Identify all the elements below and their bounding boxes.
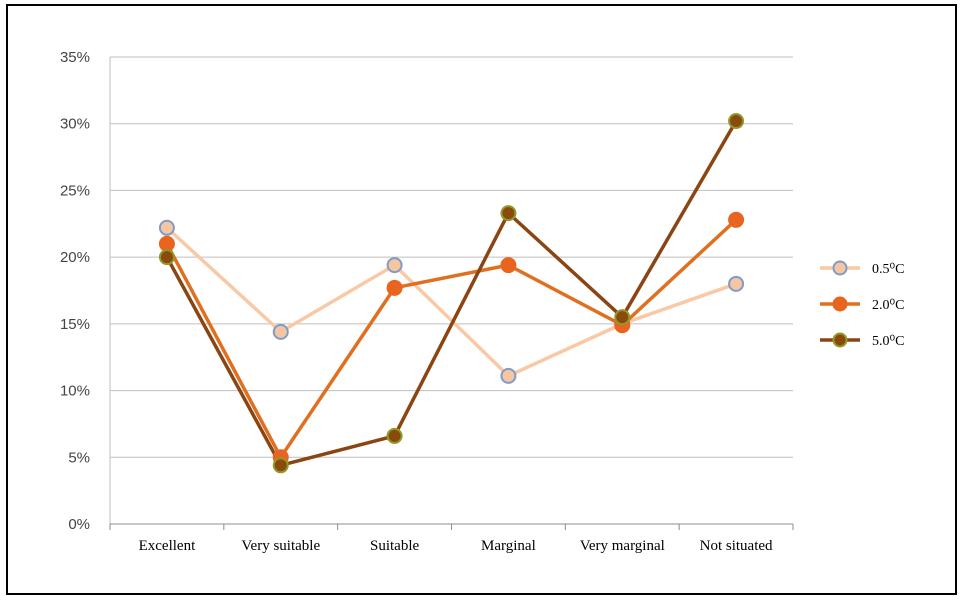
data-point xyxy=(386,257,403,274)
y-tick-label: 15% xyxy=(60,316,90,333)
y-tick-label: 30% xyxy=(60,116,90,133)
data-point xyxy=(386,427,403,444)
legend-marker xyxy=(832,332,848,348)
x-tick-label: Very marginal xyxy=(580,538,665,554)
y-tick-label: 5% xyxy=(68,449,90,466)
data-point xyxy=(272,457,289,474)
data-point xyxy=(386,279,403,296)
y-tick-label: 35% xyxy=(60,49,90,66)
data-point xyxy=(728,211,745,228)
chart-frame xyxy=(6,4,957,595)
series-line-2 xyxy=(165,119,738,468)
data-point xyxy=(500,367,517,384)
x-axis: Excellent Very suitable Suitable Marginal Ve… xyxy=(109,523,794,554)
series-line-1 xyxy=(165,218,738,460)
series-markers xyxy=(158,113,745,474)
legend-marker xyxy=(832,260,848,276)
y-tick-label: 10% xyxy=(60,383,90,400)
x-tick-label: Very suitable xyxy=(241,538,320,554)
data-point xyxy=(500,205,517,222)
legend-label: 0.5⁰C xyxy=(872,262,904,277)
legend-label: 5.0⁰C xyxy=(872,334,904,349)
y-tick-label: 0% xyxy=(68,516,90,533)
gridlines xyxy=(110,56,793,458)
series-line-0 xyxy=(165,226,738,378)
y-tick-label: 25% xyxy=(60,182,90,199)
data-point xyxy=(272,323,289,340)
data-point xyxy=(728,113,745,130)
x-tick-label: Marginal xyxy=(481,538,536,554)
y-axis: 0% 5% 10% 15% 20% 25% 30% 35% xyxy=(60,49,111,533)
data-point xyxy=(728,275,745,292)
data-point xyxy=(614,309,631,326)
data-point xyxy=(158,235,175,252)
legend-label: 2.0⁰C xyxy=(872,298,904,313)
legend: 0.5⁰C 2.0⁰C 5.0⁰C xyxy=(820,260,904,349)
series-lines xyxy=(165,119,738,468)
x-tick-label: Suitable xyxy=(370,538,420,554)
x-tick-label: Excellent xyxy=(139,538,196,554)
legend-marker xyxy=(832,296,848,312)
data-point xyxy=(500,257,517,274)
data-point xyxy=(158,219,175,236)
y-tick-label: 20% xyxy=(60,249,90,266)
data-point xyxy=(158,249,175,266)
x-tick-label: Not situated xyxy=(700,538,773,554)
